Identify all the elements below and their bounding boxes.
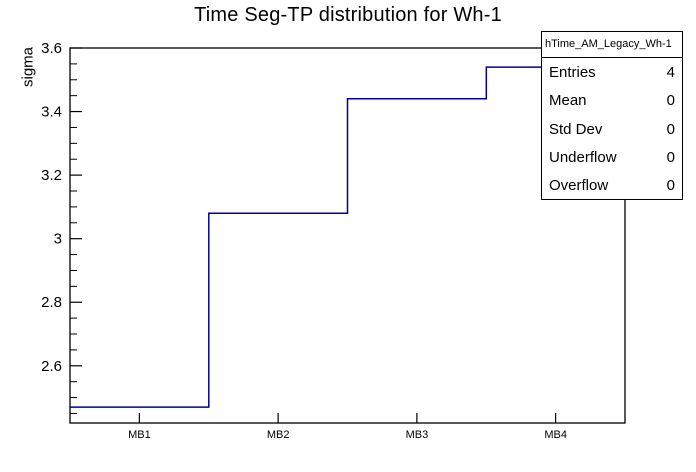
y-tick-label: 3: [54, 231, 62, 248]
y-tick-label: 2.8: [41, 294, 62, 311]
plot-frame: [69, 47, 626, 424]
stats-value: 0: [666, 120, 675, 138]
y-tick-label: 3.4: [41, 104, 62, 121]
stats-label: Overflow: [549, 177, 609, 195]
stats-value: 0: [666, 92, 675, 110]
x-axis-ticks: MB1 MB2 MB3 MB4: [128, 413, 567, 441]
x-tick-label: MB1: [128, 429, 151, 441]
stats-value: 0: [666, 148, 675, 166]
stats-value: 0: [666, 177, 675, 195]
y-axis-ticks: 2.6 2.8 3 3.2 3.4 3.6: [41, 40, 82, 414]
stats-box-title: hTime_AM_Legacy_Wh-1: [542, 32, 682, 58]
stats-label: Mean: [549, 92, 587, 110]
stats-label: Underflow: [549, 148, 617, 166]
stats-value: 4: [666, 63, 675, 81]
x-tick-label: MB2: [267, 429, 290, 441]
stats-row: Entries 4: [542, 58, 682, 86]
plot-title: Time Seg-TP distribution for Wh-1: [194, 4, 502, 26]
stats-box-rows: Entries 4 Mean 0 Std Dev 0 Underflow 0 O…: [542, 58, 682, 200]
stats-row: Overflow 0: [542, 172, 682, 200]
x-tick-label: MB4: [544, 429, 567, 441]
y-tick-label: 3.6: [41, 40, 62, 57]
stats-label: Std Dev: [549, 120, 603, 138]
histogram-line: [70, 66, 625, 408]
stats-row: Underflow 0: [542, 143, 682, 171]
stats-row: Std Dev 0: [542, 115, 682, 143]
stats-box: hTime_AM_Legacy_Wh-1 Entries 4 Mean 0 St…: [541, 31, 683, 200]
stats-label: Entries: [549, 63, 596, 81]
y-tick-label: 2.6: [41, 358, 62, 375]
stats-row: Mean 0: [542, 86, 682, 114]
y-tick-label: 3.2: [41, 167, 62, 184]
x-tick-label: MB3: [406, 429, 429, 441]
